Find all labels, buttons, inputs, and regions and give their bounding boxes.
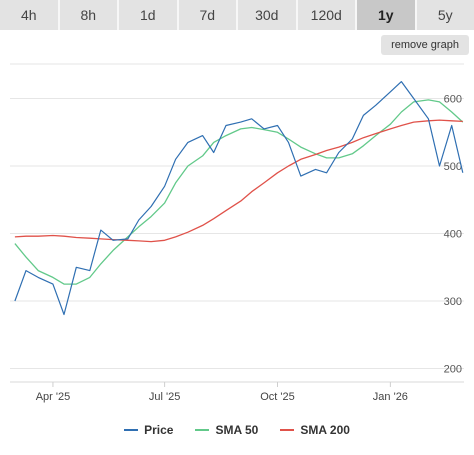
legend-label: SMA 200 bbox=[300, 423, 350, 437]
tab-1d[interactable]: 1d bbox=[119, 0, 179, 30]
x-axis-ticks: Apr '25 Jul '25 Oct '25 Jan '26 bbox=[36, 382, 408, 403]
y-axis-labels: 200 300 400 500 600 bbox=[444, 94, 462, 376]
tab-4h[interactable]: 4h bbox=[0, 0, 60, 30]
tab-1y[interactable]: 1y bbox=[357, 0, 417, 30]
y-tick-label: 400 bbox=[444, 229, 462, 241]
series-line-sma50 bbox=[14, 99, 464, 285]
grid-lines bbox=[10, 63, 464, 369]
legend-item-sma200[interactable]: SMA 200 bbox=[280, 420, 350, 440]
series-line-sma200 bbox=[14, 119, 463, 243]
tab-5y[interactable]: 5y bbox=[416, 0, 474, 30]
legend-item-sma50[interactable]: SMA 50 bbox=[195, 420, 258, 440]
x-tick-label: Oct '25 bbox=[260, 391, 295, 403]
x-tick-label: Jul '25 bbox=[149, 391, 180, 403]
y-tick-label: 500 bbox=[444, 161, 462, 173]
remove-graph-button[interactable]: remove graph bbox=[381, 35, 469, 55]
y-tick-label: 300 bbox=[444, 296, 462, 308]
legend-item-price[interactable]: Price bbox=[124, 420, 173, 440]
tab-30d[interactable]: 30d bbox=[238, 0, 298, 30]
timeframe-tabs: 4h 8h 1d 7d 30d 120d 1y 5y bbox=[0, 0, 474, 30]
tab-120d[interactable]: 120d bbox=[297, 0, 357, 30]
legend-swatch bbox=[280, 429, 295, 431]
x-tick-label: Apr '25 bbox=[36, 391, 71, 403]
tab-8h[interactable]: 8h bbox=[59, 0, 119, 30]
legend-label: Price bbox=[144, 423, 174, 437]
legend-label: SMA 50 bbox=[215, 423, 259, 437]
legend-swatch bbox=[124, 429, 139, 431]
y-tick-label: 200 bbox=[444, 364, 462, 376]
legend-swatch bbox=[195, 429, 210, 431]
series-lines bbox=[14, 81, 464, 316]
chart-legend: Price SMA 50 SMA 200 bbox=[0, 420, 474, 440]
price-chart: 200 300 400 500 600 Apr '25 Jul '25 Oct '25 Jan… bbox=[10, 63, 464, 403]
series-line-price bbox=[14, 81, 464, 316]
y-tick-label: 600 bbox=[444, 94, 462, 106]
tab-7d[interactable]: 7d bbox=[178, 0, 238, 30]
x-tick-label: Jan '26 bbox=[373, 391, 408, 403]
